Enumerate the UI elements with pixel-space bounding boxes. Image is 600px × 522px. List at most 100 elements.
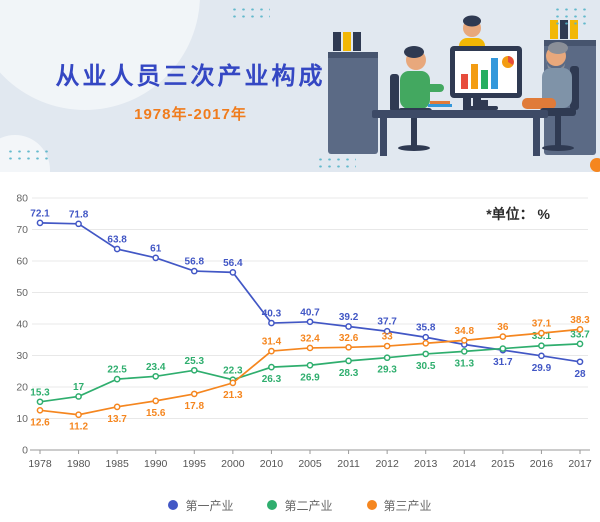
series-point: [36, 219, 44, 227]
data-label: 32.4: [300, 333, 320, 344]
data-label: 15.3: [30, 387, 50, 398]
x-axis-tick-label: 2012: [375, 458, 399, 470]
x-axis-tick-label: 1980: [67, 458, 91, 470]
line-chart: 0 10 20 30 40 50 60 70 80 1978 1980 1985 1990 1995 200…: [16, 193, 592, 471]
series-point: [113, 403, 121, 411]
legend-label: 第二产业: [284, 498, 333, 513]
series-point: [268, 363, 275, 371]
series-point: [306, 318, 314, 326]
legend-item: 第二产业: [267, 497, 333, 514]
x-axis-tick-label: 2016: [530, 458, 554, 470]
data-label: 26.9: [300, 372, 320, 383]
data-label: 40.3: [262, 309, 282, 320]
legend-label: 第三产业: [383, 498, 432, 513]
title-block: 从业人员三次产业构成 1978年-2017年: [18, 56, 363, 124]
data-label: 35.8: [416, 323, 436, 334]
x-axis-tick-label: 2015: [491, 458, 515, 470]
decor-dot: [590, 158, 600, 172]
series-point: [190, 366, 198, 374]
x-axis-tick-label: 2010: [260, 458, 284, 470]
data-label: 22.5: [107, 365, 127, 376]
data-label: 63.8: [107, 235, 127, 246]
data-label: 13.7: [107, 414, 127, 425]
series-point: [190, 267, 198, 275]
data-label: 30.5: [416, 361, 436, 372]
series-point: [229, 268, 237, 276]
series-point: [576, 358, 584, 366]
data-label: 32.6: [339, 333, 359, 344]
data-label: 37.7: [377, 317, 397, 328]
page-subtitle: 1978年-2017年: [134, 106, 247, 123]
x-axis-tick-label: 2000: [221, 458, 245, 470]
series-point: [152, 372, 160, 380]
data-label: 72.1: [30, 208, 50, 219]
series-point: [538, 352, 545, 360]
series-point: [345, 343, 352, 351]
series-point: [190, 390, 198, 398]
series-point: [345, 323, 352, 330]
y-axis-tick-label: 20: [16, 382, 28, 394]
data-label: 11.2: [69, 422, 88, 433]
data-label: 37.1: [532, 319, 552, 330]
x-axis-tick-label: 2014: [453, 458, 477, 470]
data-label: 26.3: [262, 374, 282, 385]
series-point: [75, 411, 82, 419]
series-point: [306, 361, 314, 369]
data-label: 56.8: [185, 257, 205, 268]
legend-item: 第一产业: [168, 497, 233, 514]
data-label: 15.6: [146, 408, 166, 419]
y-axis-tick-label: 80: [16, 193, 28, 205]
legend-dot-icon: [267, 500, 278, 510]
legend-label: 第一产业: [185, 498, 234, 513]
data-label: 61: [150, 243, 162, 254]
data-label: 25.3: [185, 356, 205, 367]
data-label: 21.3: [223, 390, 243, 401]
x-axis-tick-label: 1995: [183, 458, 207, 470]
y-axis-tick-label: 30: [16, 350, 28, 362]
x-axis-tick-label: 2011: [337, 458, 360, 470]
data-label: 71.8: [69, 209, 89, 220]
series-point: [268, 319, 275, 327]
y-axis-tick-label: 40: [16, 319, 28, 331]
series-point: [499, 345, 507, 352]
series-point: [460, 337, 468, 344]
data-label: 40.7: [300, 307, 320, 318]
data-label: 22.3: [223, 365, 243, 376]
data-label: 56.4: [223, 258, 243, 269]
series-point: [268, 347, 275, 355]
series-point: [229, 379, 237, 387]
dot-grid: [316, 156, 356, 170]
chart-section: *单位： % 0 10 20 30 40 50 60 70 80 1978 1980 1985 1990…: [0, 172, 600, 519]
series-point: [422, 333, 430, 341]
y-axis-tick-label: 0: [22, 445, 28, 457]
dot-grid: [6, 148, 52, 162]
data-label: 31.3: [455, 358, 475, 369]
series-point: [36, 398, 44, 406]
data-label: 38.3: [570, 315, 590, 326]
data-label: 31.7: [493, 357, 513, 368]
data-label: 17.8: [185, 401, 205, 412]
dot-grid: [230, 6, 270, 20]
legend-dot-icon: [366, 500, 377, 510]
page-title: 从业人员三次产业构成: [55, 63, 326, 90]
unit-note: *单位： %: [486, 206, 550, 222]
series-point: [499, 333, 507, 340]
data-label: 12.6: [30, 417, 50, 428]
data-label: 29.9: [532, 363, 552, 374]
series-point: [538, 342, 545, 350]
series-point: [113, 245, 121, 253]
x-axis-tick-label: 1978: [28, 458, 52, 470]
series-point: [383, 327, 391, 335]
x-axis-tick-label: 1990: [144, 458, 168, 470]
y-axis-tick-label: 70: [16, 224, 28, 236]
data-label: 33: [382, 332, 394, 343]
data-label: 31.4: [262, 337, 282, 348]
data-label: 23.4: [146, 362, 166, 373]
series-point: [152, 397, 160, 405]
data-label: 28.3: [339, 368, 359, 379]
x-axis-tick-label: 2005: [298, 458, 322, 470]
y-axis-tick-label: 50: [16, 287, 28, 299]
series-point: [383, 354, 391, 362]
series-point: [75, 220, 82, 228]
